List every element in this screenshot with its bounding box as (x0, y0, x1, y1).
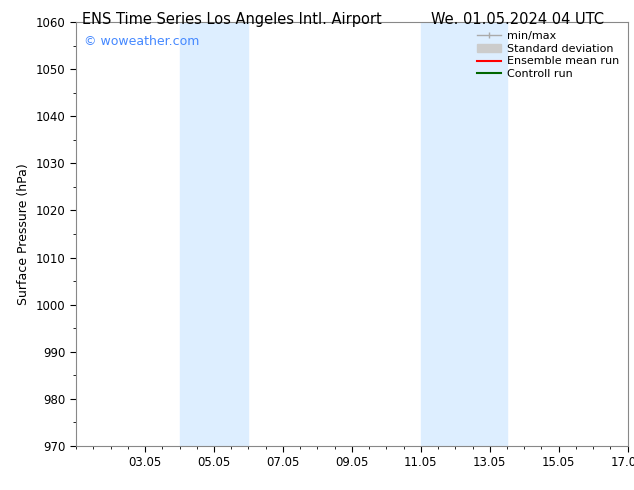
Text: © woweather.com: © woweather.com (84, 35, 200, 48)
Bar (179, 22, 249, 446)
Y-axis label: Surface Pressure (hPa): Surface Pressure (hPa) (17, 163, 30, 305)
Bar (421, 22, 507, 446)
Text: ENS Time Series Los Angeles Intl. Airport: ENS Time Series Los Angeles Intl. Airpor… (82, 12, 382, 27)
Text: We. 01.05.2024 04 UTC: We. 01.05.2024 04 UTC (431, 12, 604, 27)
Legend: min/max, Standard deviation, Ensemble mean run, Controll run: min/max, Standard deviation, Ensemble me… (472, 26, 623, 84)
